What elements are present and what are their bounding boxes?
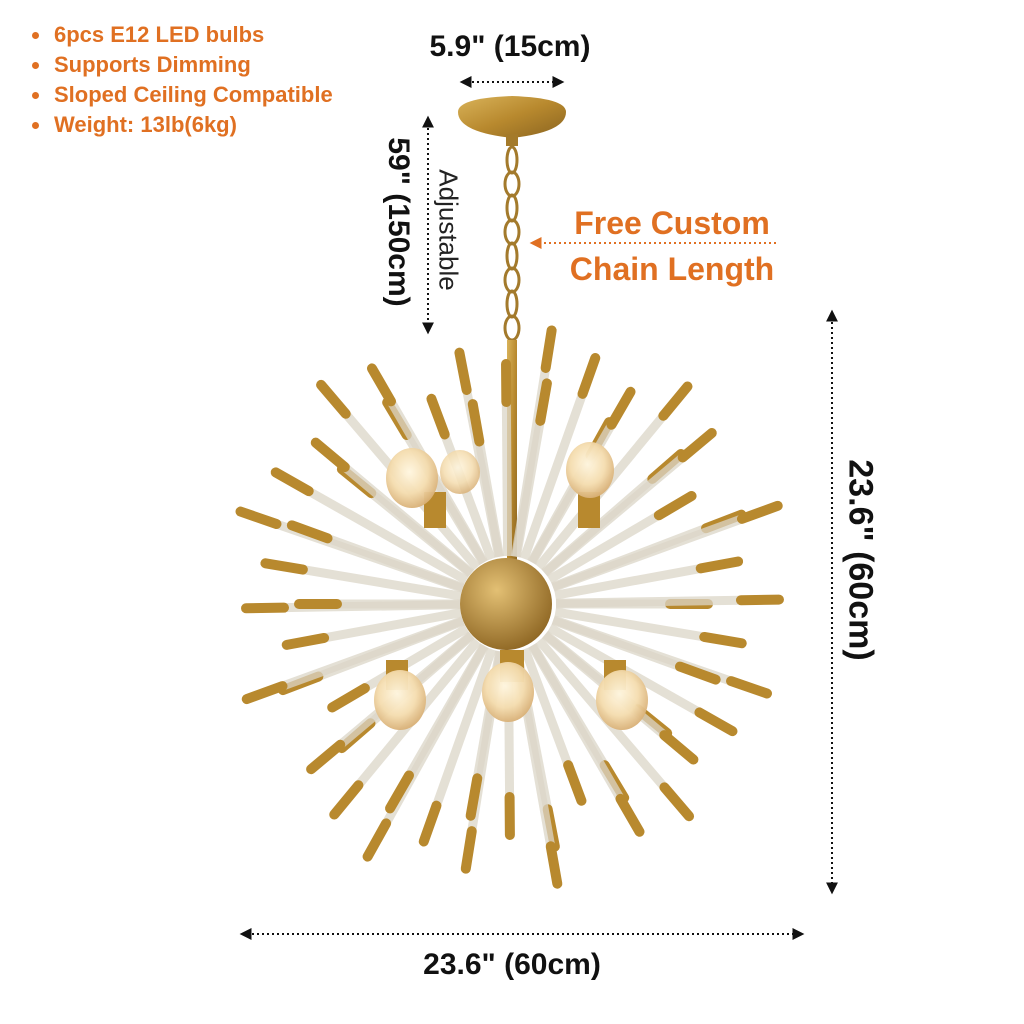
glass-rod	[551, 514, 744, 592]
bulbs	[374, 442, 648, 730]
glass-rod	[280, 616, 465, 691]
glass-rod	[326, 534, 465, 592]
glass-rod	[547, 511, 662, 584]
bulb-icon	[482, 650, 534, 722]
width-label: 23.6" (60cm)	[423, 948, 601, 981]
glass-rod	[511, 420, 545, 558]
feature-item: Weight: 13lb(6kg)	[26, 110, 333, 140]
glass-rod	[432, 647, 497, 808]
brass-tip	[695, 556, 744, 574]
brass-tip	[563, 760, 587, 806]
glass-rod	[528, 643, 625, 802]
brass-tip	[726, 676, 772, 699]
canopy-width-label: 5.9" (15cm)	[429, 30, 591, 63]
adjustable-label: Adjustable	[433, 169, 464, 291]
brass-tip	[329, 780, 364, 820]
brass-tip	[465, 773, 483, 821]
brass-tip	[659, 730, 699, 765]
glass-rod	[520, 647, 573, 767]
brass-tip	[286, 520, 333, 544]
brass-tip	[426, 393, 450, 440]
bulb-icon	[374, 660, 426, 730]
brass-tip	[260, 558, 308, 575]
brass-tip	[235, 506, 282, 529]
feature-label: Weight: 13lb(6kg)	[54, 112, 237, 137]
glass-rod	[474, 440, 505, 558]
brass-tip	[735, 594, 784, 606]
brass-tip	[460, 826, 477, 874]
brass-tip	[677, 428, 717, 463]
brass-tip	[540, 325, 557, 373]
glass-rod	[555, 595, 742, 608]
glass-rod	[519, 392, 587, 561]
brass-tip	[241, 681, 288, 705]
brass-tip	[241, 602, 290, 614]
bulb-icon	[566, 442, 614, 528]
feature-item: Supports Dimming	[26, 50, 333, 80]
bulb-icon	[596, 660, 648, 730]
canopy	[458, 96, 566, 146]
glass-rod	[341, 463, 475, 577]
brass-tip	[362, 818, 392, 862]
dimension-lines	[239, 76, 838, 940]
bulb-icon	[440, 450, 480, 494]
brass-tip	[306, 739, 346, 775]
feature-list: 6pcs E12 LED bulbs Supports Dimming Slop…	[26, 20, 333, 140]
brass-tip	[674, 661, 721, 685]
central-hub	[460, 558, 552, 650]
brass-tip	[535, 378, 552, 426]
brass-tip	[653, 490, 697, 521]
glass-rod	[551, 616, 682, 671]
bullet-dot-icon	[32, 32, 39, 39]
glass-rod	[541, 453, 686, 577]
bullet-dot-icon	[32, 122, 39, 129]
brass-tip	[454, 347, 472, 395]
height-label: 23.6" (60cm)	[841, 459, 880, 661]
bullet-dot-icon	[32, 92, 39, 99]
chain-callout: Free Custom Chain Length	[552, 200, 792, 292]
feature-label: Supports Dimming	[54, 52, 251, 77]
brass-tip	[327, 683, 370, 713]
bulb-icon	[386, 448, 446, 528]
callout-line: Free Custom	[574, 205, 770, 241]
brass-tip	[545, 841, 563, 889]
brass-tip	[316, 379, 351, 419]
brass-tip	[418, 800, 442, 847]
glass-rod	[306, 487, 469, 585]
glass-rod	[405, 643, 488, 778]
glass-rod	[323, 608, 462, 643]
bullet-dot-icon	[32, 62, 39, 69]
brass-tip	[736, 500, 783, 524]
glass-rod	[501, 401, 513, 557]
brass-tip	[467, 399, 485, 447]
brass-tip	[615, 793, 645, 837]
brass-tip	[659, 782, 695, 822]
stem	[507, 340, 517, 580]
brass-tip	[577, 353, 601, 399]
brass-tip	[699, 631, 747, 649]
brass-tip	[270, 467, 314, 497]
glass-rod	[302, 565, 462, 601]
brass-tip	[385, 770, 414, 814]
glass-rod	[362, 624, 469, 693]
brass-tip	[367, 363, 396, 407]
chain-length-label: 59" (150cm)	[382, 137, 415, 307]
feature-label: 6pcs E12 LED bulbs	[54, 22, 265, 47]
feature-label: Sloped Ceiling Compatible	[54, 82, 333, 107]
feature-item: 6pcs E12 LED bulbs	[26, 20, 333, 50]
glass-rod	[554, 563, 702, 600]
chain	[503, 145, 521, 342]
brass-tip	[606, 386, 636, 430]
brass-tip	[310, 437, 350, 473]
feature-item: Sloped Ceiling Compatible	[26, 80, 333, 110]
glass-rod	[554, 607, 705, 642]
callout-line: Chain Length	[569, 251, 775, 287]
brass-tip	[658, 381, 693, 421]
brass-tip	[694, 707, 738, 737]
brass-tip	[281, 632, 330, 650]
